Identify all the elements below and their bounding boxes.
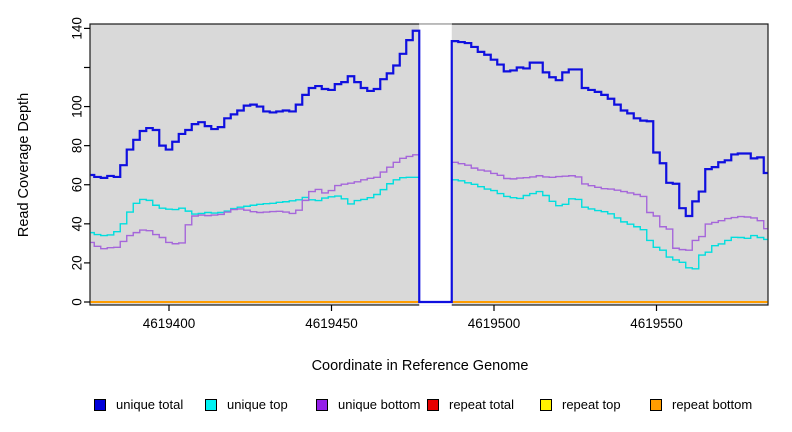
x-tick-label: 4619450 (305, 316, 358, 331)
y-tick-label: 100 (70, 95, 85, 118)
y-tick-label: 20 (70, 255, 85, 270)
y-tick-label: 40 (70, 216, 85, 231)
y-tick-label: 60 (70, 177, 85, 192)
y-axis-title: Read Coverage Depth (16, 92, 32, 238)
y-tick-label: 140 (70, 17, 85, 40)
x-tick-label: 4619500 (468, 316, 521, 331)
x-tick-label: 4619400 (143, 316, 196, 331)
x-tick-label: 4619550 (630, 316, 683, 331)
x-axis-title: Coordinate in Reference Genome (311, 358, 529, 374)
series-line-unique-total (90, 29, 768, 304)
y-tick-label: 80 (70, 138, 85, 153)
missing-data-band (419, 23, 452, 306)
y-tick-label: 0 (70, 298, 85, 306)
